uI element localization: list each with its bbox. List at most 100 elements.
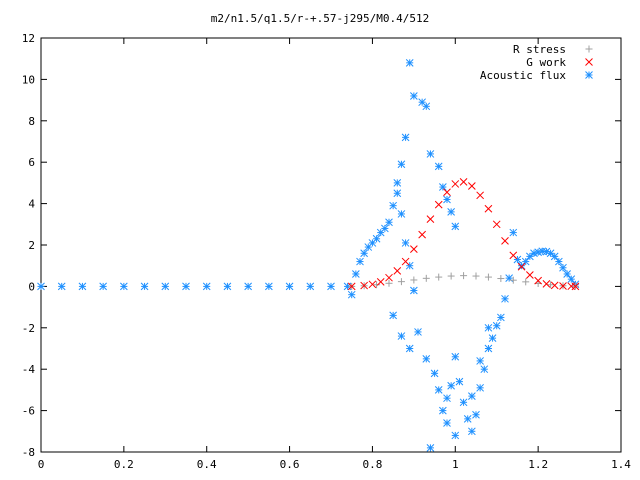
data-point [389, 311, 397, 320]
marker-stroke [401, 257, 410, 266]
marker-stroke [418, 98, 426, 107]
data-point [509, 276, 517, 284]
plot-frame [40, 37, 622, 453]
data-point [140, 282, 149, 291]
data-point [202, 282, 211, 291]
data-point [434, 386, 443, 394]
marker-stroke [439, 183, 447, 191]
data-point [410, 286, 418, 295]
marker-stroke [401, 239, 410, 247]
x-tick-label: 1.2 [528, 458, 548, 471]
data-point [401, 239, 410, 247]
data-point [509, 228, 518, 237]
marker-stroke [410, 245, 418, 253]
data-point [559, 263, 567, 272]
x-tick-label: 1 [452, 458, 459, 471]
y-tick-label: 10 [22, 73, 35, 86]
data-point [120, 282, 128, 291]
marker-stroke [559, 263, 567, 272]
data-point [265, 282, 273, 291]
data-point [360, 281, 368, 290]
marker-stroke [347, 282, 356, 291]
marker-stroke [521, 257, 530, 266]
marker-stroke [393, 179, 402, 187]
data-point [306, 282, 315, 291]
data-point [455, 377, 464, 386]
data-point [426, 444, 435, 452]
data-point [542, 280, 551, 288]
data-point [476, 357, 484, 365]
data-point [451, 352, 460, 361]
data-point [451, 431, 460, 440]
data-point [459, 398, 468, 407]
data-point [451, 222, 460, 231]
marker-stroke [306, 282, 315, 291]
data-point [476, 383, 484, 392]
legend-marker [585, 71, 593, 79]
data-point [364, 243, 373, 251]
data-point [509, 251, 518, 260]
marker-stroke [567, 282, 576, 291]
marker-stroke [476, 383, 484, 392]
data-point [356, 257, 364, 266]
marker-stroke [443, 188, 451, 197]
y-tick-label: 0 [28, 280, 35, 293]
data-point [521, 257, 530, 266]
data-point [434, 162, 443, 171]
legend-label: G work [526, 56, 566, 69]
marker-stroke [585, 58, 593, 66]
data-point [405, 58, 414, 67]
marker-stroke [376, 277, 385, 286]
legend-label: R stress [513, 43, 566, 56]
data-point [459, 178, 468, 186]
data-point [385, 273, 393, 282]
marker-stroke [327, 282, 335, 291]
data-point [393, 189, 402, 198]
x-tick-label: 0.2 [114, 458, 134, 471]
marker-stroke [265, 282, 273, 291]
marker-stroke [422, 354, 431, 363]
data-point [422, 274, 430, 282]
marker-stroke [468, 182, 476, 190]
marker-stroke [443, 419, 451, 427]
data-point [410, 245, 418, 253]
data-point [410, 92, 418, 100]
x-tick-label: 0.4 [197, 458, 217, 471]
marker-stroke [538, 247, 547, 256]
x-tick-label: 0.6 [280, 458, 300, 471]
data-point [550, 281, 559, 290]
marker-stroke [422, 102, 431, 111]
marker-stroke [439, 406, 447, 415]
marker-stroke [492, 220, 501, 229]
marker-stroke [397, 210, 406, 218]
data-point [161, 282, 170, 291]
data-point [484, 323, 493, 332]
y-tick-label: 8 [28, 115, 35, 128]
data-point [476, 191, 484, 200]
data-point [244, 282, 252, 291]
marker-stroke [426, 150, 435, 158]
marker-stroke [405, 261, 414, 270]
y-tick-label: -6 [22, 405, 35, 418]
marker-stroke [513, 255, 522, 264]
series-marks [37, 58, 580, 452]
data-point [78, 282, 87, 291]
marker-stroke [410, 286, 418, 295]
marker-stroke [381, 224, 389, 233]
data-point [484, 344, 493, 353]
marker-stroke [501, 294, 509, 303]
data-point [522, 278, 530, 286]
marker-stroke [223, 282, 232, 291]
data-point [418, 230, 426, 239]
data-point [347, 290, 356, 299]
marker-stroke [397, 332, 406, 340]
data-point [439, 406, 447, 415]
data-point [472, 272, 480, 280]
marker-stroke [356, 257, 364, 266]
data-point [327, 282, 335, 291]
data-point [492, 220, 501, 229]
marker-stroke [468, 427, 476, 436]
data-point [414, 328, 422, 336]
data-point [451, 180, 460, 188]
